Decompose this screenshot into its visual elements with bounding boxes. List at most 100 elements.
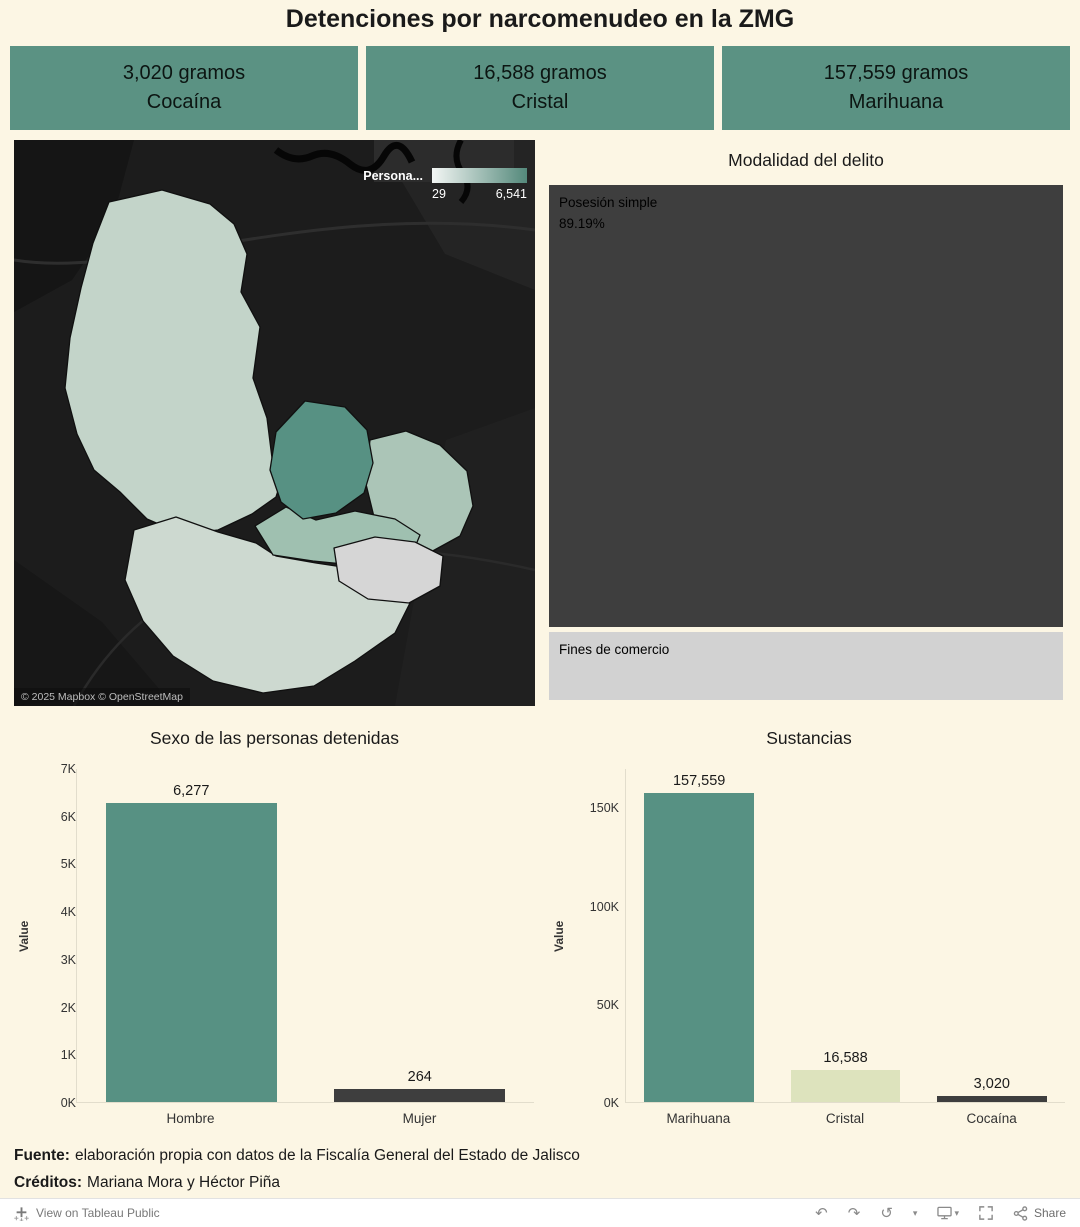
map-canvas[interactable] [14, 140, 535, 706]
monitor-icon [937, 1206, 953, 1220]
map-region[interactable] [333, 536, 444, 604]
share-label: Share [1033, 1206, 1066, 1220]
treemap: Posesión simple 89.19% Fines de comercio [549, 185, 1063, 700]
source-text: elaboración propia con datos de la Fisca… [74, 1147, 580, 1164]
fullscreen-icon [979, 1206, 993, 1220]
undo-button[interactable]: ↶ [815, 1204, 828, 1222]
share-icon [1013, 1205, 1028, 1221]
treemap-percent: 89.19% [559, 215, 605, 231]
map-region[interactable] [64, 189, 285, 535]
x-category-label: Cocaína [966, 1111, 1017, 1126]
plot-area: 157,559 16,588 3,020 [625, 769, 1065, 1103]
y-tick-label: 50K [596, 997, 619, 1012]
y-tick-label: 100K [589, 899, 619, 914]
plot-area: 6,277 264 [76, 769, 534, 1103]
kpi-card-marihuana[interactable]: 157,559 gramos Marihuana [722, 46, 1070, 130]
x-axis: Marihuana Cristal Cocaína [625, 1111, 1065, 1126]
y-tick-label: 0K [60, 1096, 76, 1110]
modalidad-title: Modalidad del delito [728, 150, 884, 170]
chart-body: Value 0K 50K 100K 150K 157,559 16,588 3,020 M… [549, 769, 1069, 1126]
x-category-label: Marihuana [666, 1111, 731, 1126]
bar-slot-mujer: 264 [306, 769, 535, 1102]
y-tick-label: 1K [60, 1048, 76, 1063]
tableau-logo-icon [14, 1206, 29, 1221]
bar-value-label: 6,277 [173, 783, 210, 800]
footer-credits: Créditos: Mariana Mora y Héctor Piña [14, 1169, 580, 1196]
bar-marihuana[interactable] [644, 793, 755, 1102]
x-axis: Hombre Mujer [76, 1111, 534, 1126]
y-tick-label: 150K [589, 801, 619, 816]
x-category-label: Mujer [402, 1111, 437, 1126]
bar-mujer[interactable] [334, 1089, 506, 1102]
share-button[interactable]: Share [1013, 1205, 1066, 1221]
credits-text: Mariana Mora y Héctor Piña [87, 1174, 281, 1191]
legend-gradient [432, 168, 527, 183]
kpi-value: 3,020 gramos [122, 62, 246, 84]
footer: Fuente: elaboración propia con datos de l… [14, 1142, 580, 1196]
legend-max: 6,541 [495, 187, 527, 201]
kpi-label: Cocaína [146, 91, 222, 113]
legend-title: Persona... [363, 169, 423, 183]
treemap-block-comercio[interactable]: Fines de comercio [549, 632, 1063, 700]
modalidad-panel: Modalidad del delito Posesión simple 89.… [549, 145, 1063, 703]
bar-slot-cocaina: 3,020 [919, 769, 1065, 1102]
map-region[interactable] [124, 516, 411, 694]
bar-hombre[interactable] [105, 803, 277, 1102]
bar-value-label: 16,588 [823, 1049, 868, 1066]
treemap-label: Posesión simple [559, 195, 658, 210]
map-legend: Persona... 29 6,541 [363, 168, 527, 201]
bar-value-label: 264 [407, 1069, 432, 1086]
toolbar-actions: ↶ ↷ ↺ ▾ ▾ Share [815, 1206, 1066, 1221]
kpi-label: Marihuana [848, 91, 944, 113]
map-attribution[interactable]: © 2025 Mapbox © OpenStreetMap [14, 688, 190, 706]
bar-slot-marihuana: 157,559 [626, 769, 772, 1102]
treemap-block-posesion[interactable]: Posesión simple 89.19% [549, 185, 1063, 628]
fullscreen-button[interactable] [979, 1206, 993, 1220]
treemap-label: Fines de comercio [559, 642, 670, 658]
bar-slot-cristal: 16,588 [772, 769, 918, 1102]
kpi-value: 16,588 gramos [473, 62, 607, 84]
tableau-toolbar: View on Tableau Public ↶ ↷ ↺ ▾ ▾ [0, 1198, 1080, 1227]
bar-slot-hombre: 6,277 [77, 769, 306, 1102]
view-on-tableau-label: View on Tableau Public [36, 1206, 160, 1220]
y-axis: 0K 50K 100K 150K [573, 769, 619, 1110]
legend-min: 29 [432, 187, 446, 201]
bar-cocaina[interactable] [936, 1096, 1047, 1102]
chart-body: Value 0K 1K 2K 3K 4K 5K 6K 7K 6,277 264 Hombre Mu… [14, 762, 535, 1126]
y-tick-label: 4K [60, 905, 76, 920]
y-axis-title: Value [552, 920, 566, 952]
y-tick-label: 6K [60, 809, 76, 824]
kpi-row: 3,020 gramos Cocaína 16,588 gramos Crist… [10, 46, 1070, 130]
chart-sustancias: Sustancias Value 0K 50K 100K 150K 157,559 16… [549, 720, 1069, 1140]
y-axis-title: Value [17, 920, 31, 952]
bar-value-label: 157,559 [672, 773, 726, 790]
reset-button[interactable]: ↺ [880, 1204, 893, 1222]
chart-sexo: Sexo de las personas detenidas Value 0K 1… [14, 720, 535, 1140]
bar-value-label: 3,020 [973, 1076, 1010, 1093]
credits-label: Créditos: [14, 1174, 83, 1191]
x-category-label: Hombre [166, 1111, 215, 1126]
dashboard-title: Detenciones por narcomenudeo en la ZMG [285, 5, 795, 33]
y-tick-label: 2K [60, 1000, 76, 1015]
chart-title: Sexo de las personas detenidas [149, 728, 400, 748]
y-tick-label: 5K [60, 857, 76, 872]
redo-button[interactable]: ↷ [847, 1204, 861, 1222]
legend-scale: 29 6,541 [432, 168, 527, 201]
device-layout-button[interactable]: ▾ [937, 1206, 959, 1220]
y-tick-label: 3K [60, 952, 76, 967]
refresh-menu-button[interactable]: ▾ [912, 1207, 918, 1218]
map-terrain [14, 140, 134, 312]
map-region[interactable] [269, 400, 374, 520]
choropleth-map[interactable]: Persona... 29 6,541 © 2025 Mapbox © Open… [14, 140, 535, 706]
bar-cristal[interactable] [790, 1069, 901, 1102]
view-on-tableau-link[interactable]: View on Tableau Public [14, 1206, 160, 1221]
kpi-card-cocaina[interactable]: 3,020 gramos Cocaína [10, 46, 358, 130]
map-terrain [14, 560, 160, 706]
x-category-label: Cristal [825, 1111, 865, 1126]
map-river [273, 142, 416, 174]
chart-title: Sustancias [766, 728, 852, 748]
source-label: Fuente: [14, 1147, 70, 1164]
kpi-card-cristal[interactable]: 16,588 gramos Cristal [366, 46, 714, 130]
footer-source: Fuente: elaboración propia con datos de l… [14, 1142, 580, 1169]
